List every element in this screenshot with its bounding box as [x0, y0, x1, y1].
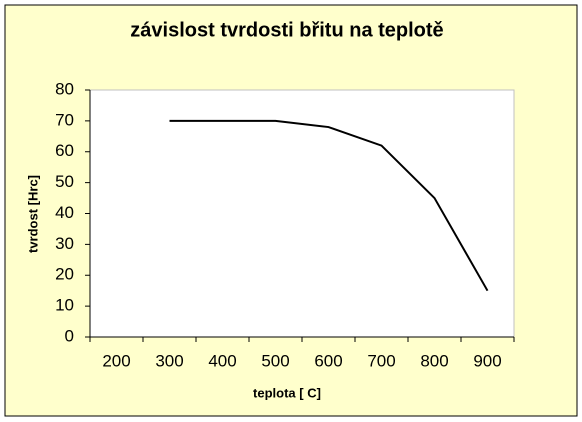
x-tick-label: 900	[473, 351, 501, 370]
y-tick-label: 40	[55, 203, 74, 222]
x-tick-label: 700	[367, 351, 395, 370]
y-tick-label: 30	[55, 234, 74, 253]
chart-title: závislost tvrdosti břitu na teplotě	[130, 19, 443, 41]
x-tick-label: 600	[314, 351, 342, 370]
y-tick-label: 50	[55, 172, 74, 191]
plot-area	[89, 89, 515, 338]
y-tick-label: 80	[55, 79, 74, 98]
x-tick-label: 400	[208, 351, 236, 370]
y-tick-label: 10	[55, 296, 74, 315]
y-tick-label: 20	[55, 265, 74, 284]
y-tick-label: 0	[65, 326, 74, 345]
y-axis-label: tvrdost [Hrc]	[25, 175, 40, 253]
y-tick-label: 60	[55, 141, 74, 160]
x-tick-label: 300	[155, 351, 183, 370]
x-axis-label: teplota [ C]	[253, 385, 321, 400]
x-tick-label: 500	[261, 351, 289, 370]
data-line	[169, 119, 489, 292]
x-tick-label: 800	[420, 351, 448, 370]
x-tick-label: 200	[102, 351, 130, 370]
y-tick-label: 70	[55, 110, 74, 129]
